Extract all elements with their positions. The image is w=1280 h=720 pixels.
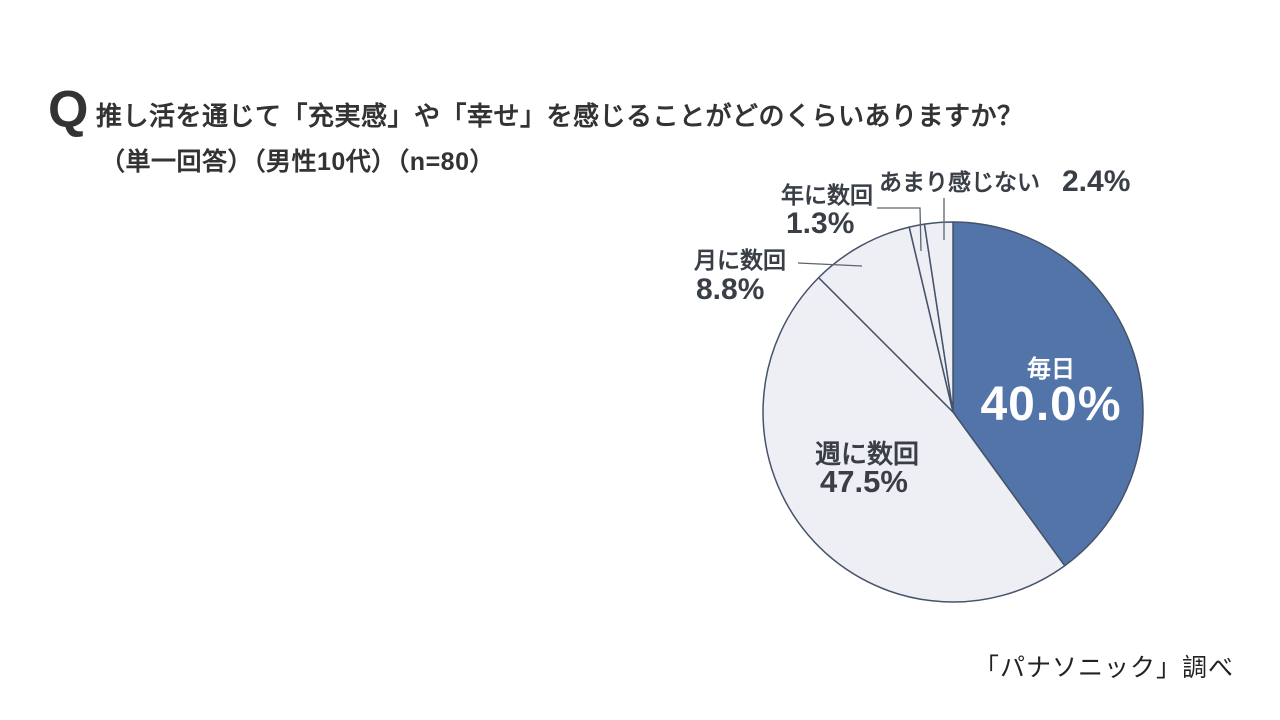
- slice-value-few-times-year: 1.3%: [786, 207, 855, 240]
- slice-value-rarely-feel: 2.4%: [1062, 165, 1131, 198]
- slice-value-few-times-week: 47.5%: [820, 464, 908, 499]
- slice-label-everyday: 毎日: [1027, 356, 1075, 383]
- slice-label-rarely-feel: あまり感じない: [879, 169, 1040, 195]
- slice-value-few-times-month: 8.8%: [696, 273, 765, 306]
- slice-label-few-times-month: 月に数回: [694, 247, 786, 273]
- pie-slice-4: [923, 221, 954, 413]
- question-prefix: Q: [48, 81, 89, 139]
- page-subtitle: （単一回答）（男性10代）（n=80）: [100, 148, 495, 176]
- leader-line-1: [877, 207, 922, 252]
- slice-label-few-times-year: 年に数回: [781, 182, 873, 208]
- pie-slice-1: [762, 276, 1066, 603]
- pie-slice-0: [952, 221, 1144, 567]
- source-attribution: 「パナソニック」調べ: [973, 654, 1234, 682]
- page-title: 推し活を通じて「充実感」や「幸せ」を感じることがどのくらいありますか？: [96, 101, 1024, 131]
- leader-line-0: [797, 262, 863, 267]
- slice-label-few-times-week: 週に数回: [814, 439, 919, 469]
- slice-value-everyday: 40.0%: [980, 378, 1122, 431]
